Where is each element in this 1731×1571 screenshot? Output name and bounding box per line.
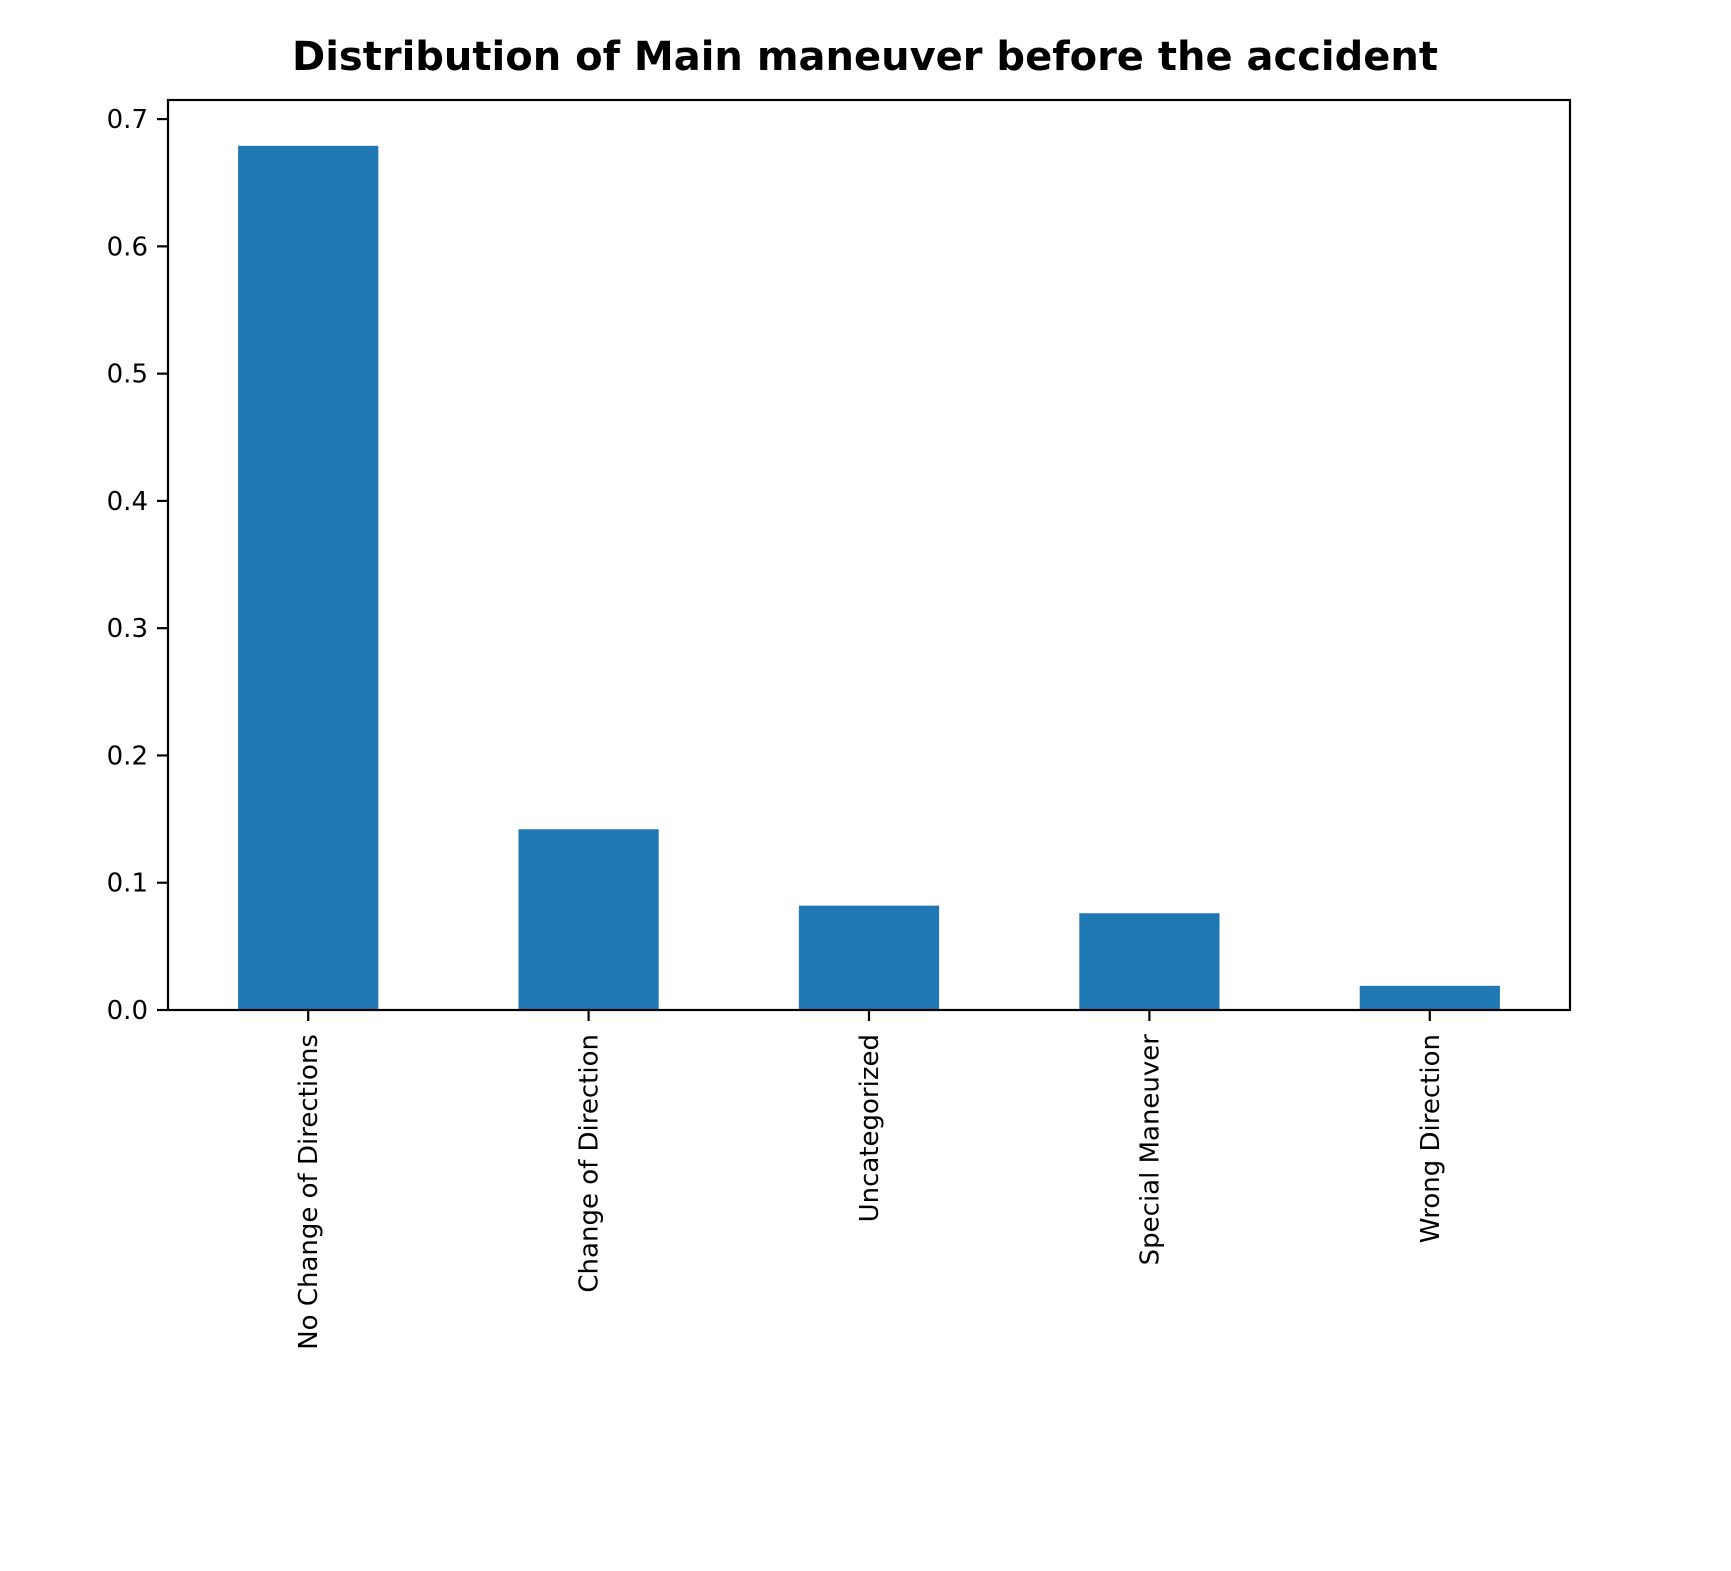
- y-tick-label: 0.7: [107, 105, 148, 135]
- x-tick-label: Special Maneuver: [1135, 1034, 1165, 1266]
- y-tick-label: 0.4: [107, 487, 148, 517]
- bar: [518, 829, 659, 1010]
- plot-area: 0.0 0.1 0.2 0.3 0.4 0.5 0.6 0.7 No Change of Dir…: [107, 98, 1572, 1350]
- x-tick-label: Wrong Direction: [1416, 1034, 1446, 1243]
- x-tick-label: No Change of Directions: [294, 1034, 324, 1350]
- chart-title: Distribution of Main maneuver before the…: [292, 34, 1438, 80]
- y-tick-label: 0.5: [107, 360, 148, 390]
- bar: [238, 145, 379, 1010]
- y-tick-label: 0.3: [107, 614, 148, 644]
- y-tick-label: 0.6: [107, 232, 148, 262]
- y-tick-label: 0.0: [107, 996, 148, 1026]
- x-tick-label: Uncategorized: [855, 1034, 885, 1222]
- y-tick-label: 0.1: [107, 869, 148, 899]
- bar: [798, 905, 940, 1010]
- y-tick-label: 0.2: [107, 741, 148, 771]
- x-tick-label: Change of Direction: [575, 1034, 605, 1293]
- bar: [1359, 985, 1500, 1010]
- bar: [1079, 913, 1220, 1010]
